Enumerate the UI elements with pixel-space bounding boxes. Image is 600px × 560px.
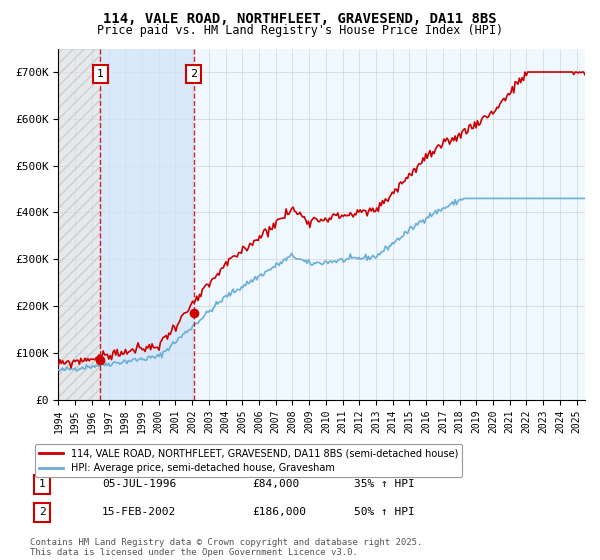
Text: 1: 1 bbox=[38, 479, 46, 489]
Text: 35% ↑ HPI: 35% ↑ HPI bbox=[354, 479, 415, 489]
Text: Price paid vs. HM Land Registry's House Price Index (HPI): Price paid vs. HM Land Registry's House … bbox=[97, 24, 503, 37]
Text: £186,000: £186,000 bbox=[252, 507, 306, 517]
Text: 2: 2 bbox=[38, 507, 46, 517]
Text: 114, VALE ROAD, NORTHFLEET, GRAVESEND, DA11 8BS: 114, VALE ROAD, NORTHFLEET, GRAVESEND, D… bbox=[103, 12, 497, 26]
Text: 15-FEB-2002: 15-FEB-2002 bbox=[102, 507, 176, 517]
Text: 2: 2 bbox=[190, 69, 197, 80]
Text: Contains HM Land Registry data © Crown copyright and database right 2025.
This d: Contains HM Land Registry data © Crown c… bbox=[30, 538, 422, 557]
Legend: 114, VALE ROAD, NORTHFLEET, GRAVESEND, DA11 8BS (semi-detached house), HPI: Aver: 114, VALE ROAD, NORTHFLEET, GRAVESEND, D… bbox=[35, 445, 462, 477]
Text: 1: 1 bbox=[97, 69, 104, 80]
Text: £84,000: £84,000 bbox=[252, 479, 299, 489]
Bar bbox=[58, 49, 100, 400]
Text: 05-JUL-1996: 05-JUL-1996 bbox=[102, 479, 176, 489]
Bar bbox=[100, 49, 194, 400]
Text: 50% ↑ HPI: 50% ↑ HPI bbox=[354, 507, 415, 517]
